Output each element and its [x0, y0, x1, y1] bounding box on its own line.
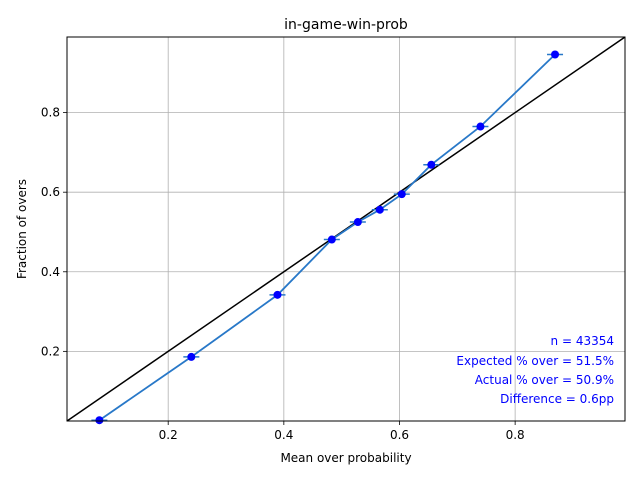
data-point — [551, 50, 560, 59]
x-tick-label: 0.6 — [390, 428, 409, 442]
data-point — [375, 205, 384, 214]
annotation-expected: Expected % over = 51.5% — [456, 354, 614, 368]
y-axis: 0.2 0.4 0.6 0.8 — [41, 106, 67, 358]
y-tick-label: 0.6 — [41, 185, 60, 199]
data-point — [95, 416, 104, 425]
data-point — [187, 352, 196, 361]
plot-frame — [66, 36, 626, 422]
annotation-actual: Actual % over = 50.9% — [475, 373, 614, 387]
chart-title: in-game-win-prob — [284, 17, 408, 33]
x-axis-label: Mean over probability — [280, 451, 411, 465]
x-tick-label: 0.2 — [159, 428, 178, 442]
y-tick-label: 0.8 — [41, 106, 60, 120]
x-tick-label: 0.8 — [506, 428, 525, 442]
data-point — [327, 235, 336, 244]
y-tick-label: 0.4 — [41, 265, 60, 279]
series-line — [98, 53, 556, 421]
stats-annotations: n = 43354 Expected % over = 51.5% Actual… — [456, 334, 614, 406]
data-point — [353, 218, 362, 227]
data-point — [397, 190, 406, 199]
x-tick-label: 0.4 — [274, 428, 293, 442]
data-point — [273, 290, 282, 299]
annotation-n: n = 43354 — [551, 334, 614, 348]
data-point — [427, 160, 436, 169]
grid — [67, 37, 625, 421]
data-series — [91, 50, 564, 425]
y-axis-label: Fraction of overs — [15, 179, 29, 279]
y-tick-label: 0.2 — [41, 344, 60, 358]
annotation-difference: Difference = 0.6pp — [500, 392, 614, 406]
x-axis: 0.2 0.4 0.6 0.8 — [159, 421, 525, 442]
data-point — [476, 122, 485, 131]
